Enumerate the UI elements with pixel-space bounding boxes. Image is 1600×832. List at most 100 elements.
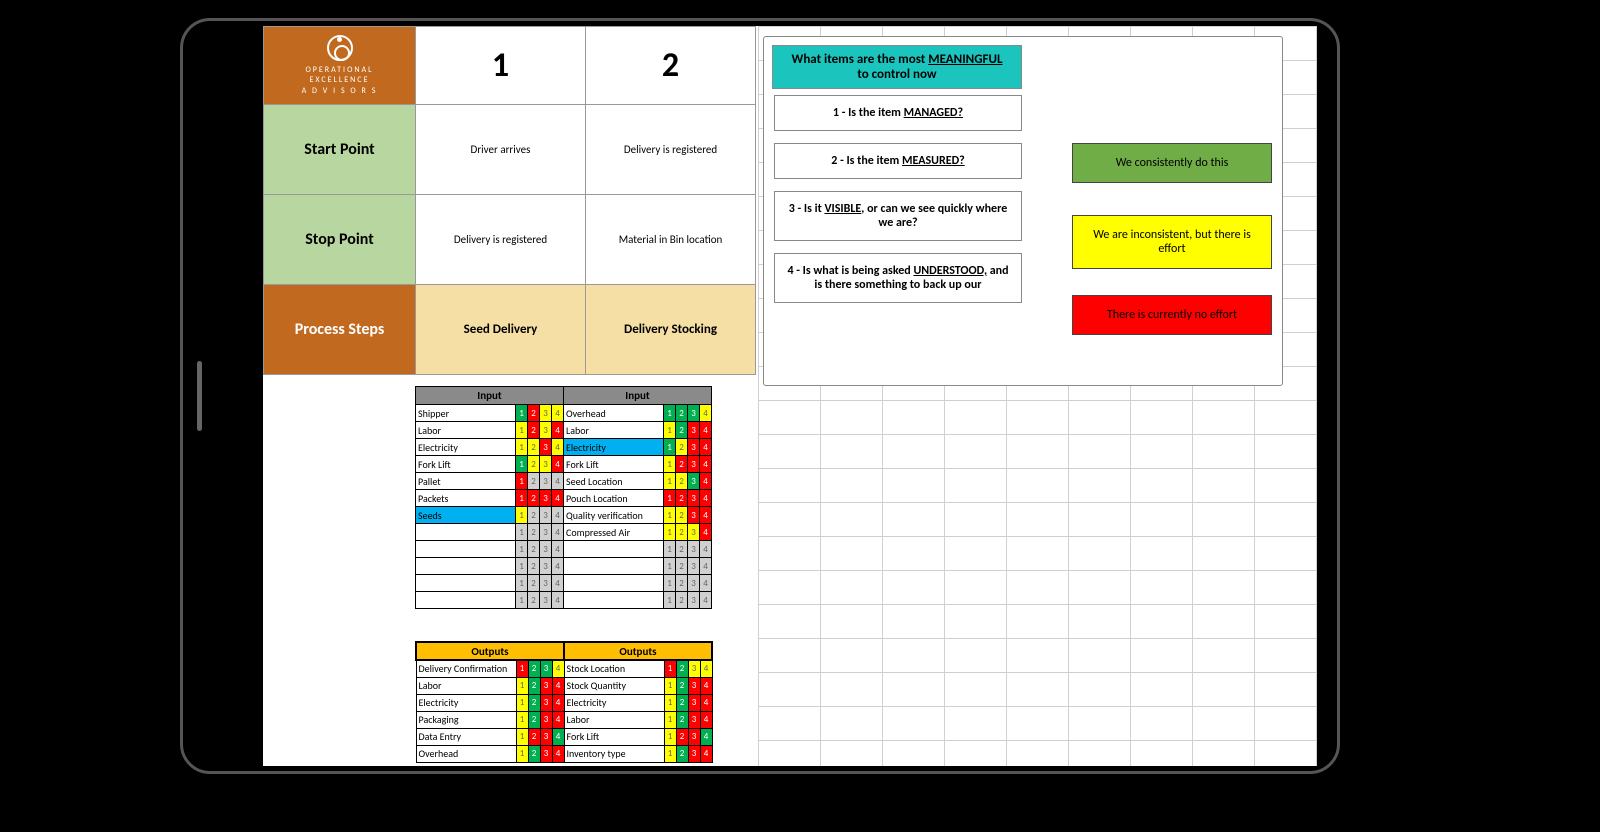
io-cell[interactable]: 1 <box>516 694 528 711</box>
start-2[interactable]: Delivery is registered <box>586 105 756 195</box>
io-cell[interactable]: 4 <box>700 422 712 439</box>
io-cell[interactable]: 4 <box>552 507 564 524</box>
io-cell[interactable]: 1 <box>664 473 676 490</box>
io-cell[interactable]: 3 <box>688 745 700 762</box>
io-cell[interactable]: 3 <box>540 694 552 711</box>
io-cell[interactable]: 4 <box>552 558 564 575</box>
io-cell[interactable]: 3 <box>688 490 700 507</box>
io-cell[interactable]: 3 <box>688 541 700 558</box>
io-label[interactable] <box>416 524 516 541</box>
io-cell[interactable]: 2 <box>528 694 540 711</box>
io-label[interactable] <box>564 575 664 592</box>
io-cell[interactable]: 3 <box>688 558 700 575</box>
io-cell[interactable]: 2 <box>528 592 540 609</box>
io-cell[interactable]: 3 <box>688 507 700 524</box>
io-label[interactable]: Shipper <box>416 405 516 422</box>
io-cell[interactable]: 1 <box>664 507 676 524</box>
io-cell[interactable]: 2 <box>676 422 688 439</box>
io-label[interactable]: Stock Quantity <box>564 677 664 694</box>
io-cell[interactable]: 3 <box>540 575 552 592</box>
io-cell[interactable]: 3 <box>540 507 552 524</box>
io-cell[interactable]: 2 <box>528 405 540 422</box>
io-cell[interactable]: 2 <box>528 677 540 694</box>
io-cell[interactable]: 3 <box>688 422 700 439</box>
io-cell[interactable]: 3 <box>540 473 552 490</box>
io-cell[interactable]: 2 <box>676 439 688 456</box>
io-cell[interactable]: 2 <box>676 575 688 592</box>
io-label[interactable]: Fork Lift <box>416 456 516 473</box>
io-cell[interactable]: 1 <box>516 490 528 507</box>
io-cell[interactable]: 2 <box>528 711 540 728</box>
io-cell[interactable]: 1 <box>516 728 528 745</box>
io-cell[interactable]: 3 <box>540 592 552 609</box>
io-cell[interactable]: 1 <box>516 660 528 677</box>
io-label[interactable]: Labor <box>564 711 664 728</box>
io-cell[interactable]: 3 <box>540 422 552 439</box>
step-2[interactable]: Delivery Stocking <box>586 285 756 375</box>
io-cell[interactable]: 2 <box>528 575 540 592</box>
io-cell[interactable]: 4 <box>700 558 712 575</box>
io-cell[interactable]: 1 <box>664 524 676 541</box>
io-cell[interactable]: 2 <box>676 592 688 609</box>
io-label[interactable] <box>416 592 516 609</box>
io-cell[interactable]: 2 <box>528 473 540 490</box>
io-cell[interactable]: 4 <box>552 405 564 422</box>
io-cell[interactable]: 2 <box>528 490 540 507</box>
io-label[interactable]: Pouch Location <box>564 490 664 507</box>
io-label[interactable]: Fork Lift <box>564 456 664 473</box>
io-cell[interactable]: 3 <box>540 677 552 694</box>
io-cell[interactable]: 2 <box>676 490 688 507</box>
io-cell[interactable]: 3 <box>688 575 700 592</box>
io-cell[interactable]: 1 <box>664 677 676 694</box>
io-label[interactable]: Seeds <box>416 507 516 524</box>
io-cell[interactable]: 2 <box>676 711 688 728</box>
io-cell[interactable]: 2 <box>528 456 540 473</box>
io-cell[interactable]: 2 <box>528 558 540 575</box>
io-cell[interactable]: 4 <box>700 694 712 711</box>
io-cell[interactable]: 3 <box>540 456 552 473</box>
io-label[interactable]: Data Entry <box>416 728 516 745</box>
io-label[interactable]: Electricity <box>564 439 664 456</box>
io-cell[interactable]: 2 <box>676 728 688 745</box>
io-cell[interactable]: 4 <box>700 541 712 558</box>
stop-2[interactable]: Material in Bin location <box>586 195 756 285</box>
io-cell[interactable]: 3 <box>688 677 700 694</box>
io-cell[interactable]: 4 <box>700 745 712 762</box>
io-cell[interactable]: 4 <box>552 694 564 711</box>
io-cell[interactable]: 3 <box>540 745 552 762</box>
io-label[interactable]: Compressed Air <box>564 524 664 541</box>
io-cell[interactable]: 1 <box>664 745 676 762</box>
io-cell[interactable]: 4 <box>700 507 712 524</box>
io-cell[interactable]: 4 <box>552 728 564 745</box>
io-cell[interactable]: 2 <box>528 524 540 541</box>
start-1[interactable]: Driver arrives <box>416 105 586 195</box>
io-cell[interactable]: 4 <box>700 456 712 473</box>
io-cell[interactable]: 4 <box>552 490 564 507</box>
io-cell[interactable]: 2 <box>676 456 688 473</box>
io-cell[interactable]: 4 <box>700 575 712 592</box>
io-label[interactable] <box>564 558 664 575</box>
io-cell[interactable]: 1 <box>664 490 676 507</box>
io-cell[interactable]: 3 <box>688 456 700 473</box>
io-cell[interactable]: 3 <box>688 405 700 422</box>
io-cell[interactable]: 2 <box>528 660 540 677</box>
io-cell[interactable]: 3 <box>688 694 700 711</box>
io-cell[interactable]: 4 <box>552 677 564 694</box>
io-label[interactable]: Seed Location <box>564 473 664 490</box>
io-cell[interactable]: 1 <box>516 677 528 694</box>
io-label[interactable]: Packaging <box>416 711 516 728</box>
io-cell[interactable]: 3 <box>540 524 552 541</box>
io-cell[interactable]: 3 <box>540 660 552 677</box>
io-cell[interactable]: 3 <box>540 490 552 507</box>
step-1[interactable]: Seed Delivery <box>416 285 586 375</box>
io-cell[interactable]: 1 <box>516 439 528 456</box>
io-cell[interactable]: 4 <box>700 677 712 694</box>
io-cell[interactable]: 1 <box>664 422 676 439</box>
io-cell[interactable]: 1 <box>516 592 528 609</box>
io-cell[interactable]: 1 <box>664 439 676 456</box>
io-label[interactable]: Overhead <box>416 745 516 762</box>
io-cell[interactable]: 2 <box>528 541 540 558</box>
io-cell[interactable]: 4 <box>552 456 564 473</box>
io-cell[interactable]: 4 <box>552 575 564 592</box>
io-cell[interactable]: 2 <box>676 677 688 694</box>
